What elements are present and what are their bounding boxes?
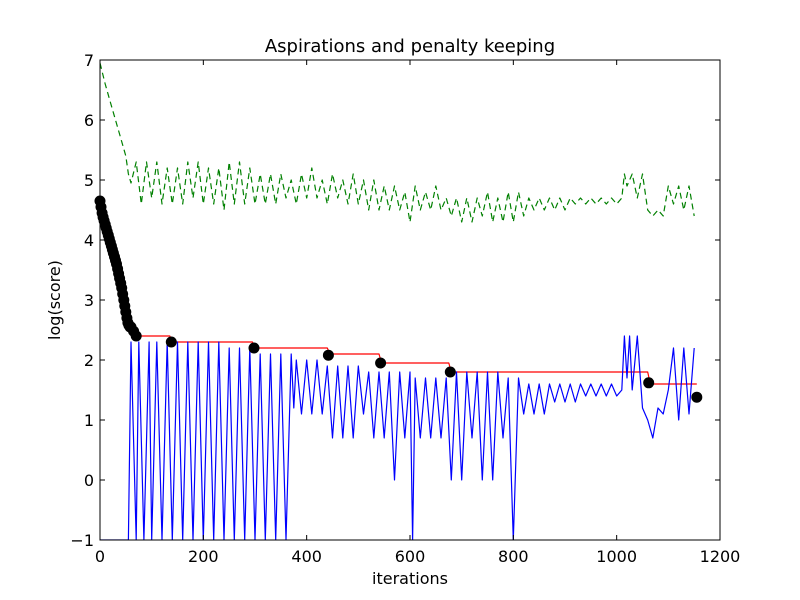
x-tick-label-4: 800	[498, 547, 529, 566]
y-tick-label-3: 2	[84, 351, 94, 370]
series-3-marker-39	[691, 391, 703, 403]
x-axis-label: iterations	[372, 569, 448, 588]
y-tick-label-6: 5	[84, 171, 94, 190]
x-tick-label-0: 0	[95, 547, 105, 566]
series-3-marker-33	[165, 336, 177, 348]
series-3-marker-34	[248, 342, 260, 354]
y-tick-label-2: 1	[84, 411, 94, 430]
chart-title: Aspirations and penalty keeping	[265, 36, 555, 57]
x-tick-label-5: 1000	[596, 547, 637, 566]
x-tick-label-1: 200	[188, 547, 219, 566]
y-tick-label-5: 4	[84, 231, 94, 250]
y-axis-label: log(score)	[45, 260, 64, 340]
y-tick-label-4: 3	[84, 291, 94, 310]
y-tick-label-8: 7	[84, 51, 94, 70]
series-3-marker-35	[322, 349, 334, 361]
y-tick-label-1: 0	[84, 471, 94, 490]
y-tick-label-0: −1	[70, 531, 94, 550]
series-2-line-blue-line	[100, 335, 695, 540]
x-tick-label-6: 1200	[700, 547, 741, 566]
x-tick-label-2: 400	[291, 547, 322, 566]
x-tick-label-3: 600	[395, 547, 426, 566]
series-0-line-green-dashed	[100, 62, 695, 223]
y-tick-label-7: 6	[84, 111, 94, 130]
series-3-marker-32	[130, 330, 142, 342]
series-3-marker-36	[375, 357, 387, 369]
series-3-marker-37	[444, 366, 456, 378]
series-3-marker-38	[643, 377, 655, 389]
